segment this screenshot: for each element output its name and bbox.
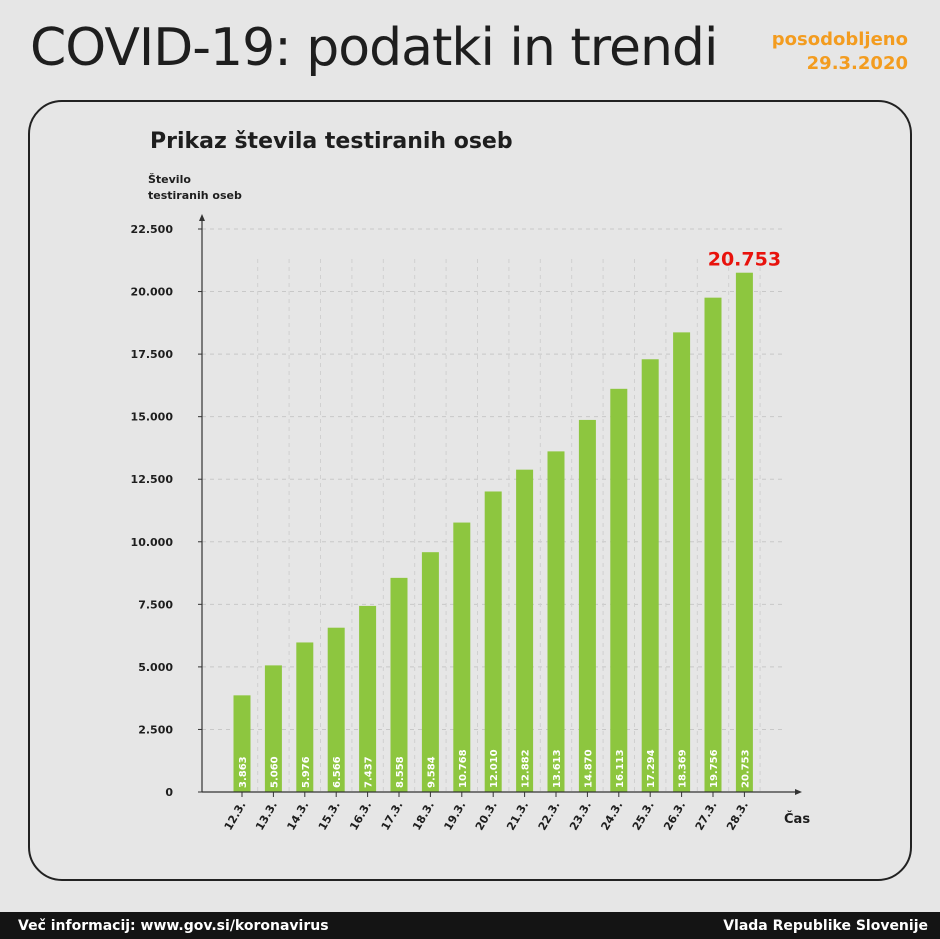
x-tick-label: 12.3. (222, 799, 249, 833)
bar (641, 359, 659, 792)
footer-org: Vlada Republike Slovenije (723, 918, 928, 934)
y-tick-label: 2.500 (138, 723, 173, 736)
x-tick-label: 24.3. (598, 799, 625, 833)
bar-value-label: 20.753 (740, 749, 751, 788)
bar-value-label: 17.294 (646, 749, 657, 788)
bar-value-label: 7.437 (364, 756, 375, 788)
x-tick-label: 23.3. (567, 799, 594, 833)
x-tick-label: 17.3. (379, 799, 406, 833)
bar (296, 642, 314, 792)
bar-value-label: 5.060 (269, 756, 280, 788)
bar-value-label: 8.558 (395, 756, 406, 788)
bar (704, 297, 722, 792)
bar (735, 272, 753, 792)
x-tick-label: 27.3. (693, 799, 720, 833)
x-tick-label: 28.3. (724, 799, 751, 833)
bar (578, 419, 596, 792)
x-tick-label: 18.3. (410, 799, 437, 833)
x-tick-label: 14.3. (284, 799, 311, 833)
x-tick-label: 22.3. (536, 799, 563, 833)
bar-value-label: 18.369 (678, 749, 689, 788)
bar (484, 491, 502, 792)
bar (453, 522, 471, 792)
y-tick-label: 0 (165, 786, 173, 799)
bar-value-label: 3.863 (238, 756, 249, 788)
footer: Več informacij: www.gov.si/koronavirus V… (0, 912, 940, 939)
y-axis-arrow-icon (199, 214, 205, 221)
bar (610, 388, 628, 792)
bar-value-label: 6.566 (332, 756, 343, 788)
y-tick-label: 20.000 (131, 286, 174, 299)
bar-value-label: 5.976 (301, 756, 312, 788)
bar-value-label: 14.870 (583, 749, 594, 788)
chart-panel (28, 100, 912, 881)
y-tick-label: 22.500 (131, 223, 174, 236)
x-tick-label: 19.3. (441, 799, 468, 833)
bar-value-label: 19.756 (709, 749, 720, 788)
y-axis-label-line1: Število (148, 173, 191, 186)
y-axis-label-line2: testiranih oseb (148, 189, 242, 202)
x-axis-arrow-icon (795, 789, 802, 795)
y-tick-label: 7.500 (138, 598, 173, 611)
y-tick-label: 10.000 (131, 536, 174, 549)
bar (359, 605, 377, 792)
updated-info: posodobljeno 29.3.2020 (772, 28, 908, 76)
x-tick-label: 26.3. (661, 799, 688, 833)
x-axis-label: Čas (784, 811, 810, 827)
bar (673, 332, 691, 792)
bar-value-label: 10.768 (458, 749, 469, 788)
y-tick-label: 5.000 (138, 661, 173, 674)
bar-value-label: 9.584 (426, 756, 437, 788)
x-tick-label: 16.3. (347, 799, 374, 833)
bar (264, 665, 282, 792)
bar (421, 552, 439, 792)
chart-title: Prikaz števila testiranih oseb (150, 129, 513, 154)
bar-value-label: 12.010 (489, 749, 500, 788)
bar (390, 577, 408, 792)
updated-date: 29.3.2020 (806, 53, 908, 74)
page-title: COVID-19: podatki in trendi (30, 18, 718, 78)
bar (516, 469, 534, 792)
bar (547, 451, 565, 792)
bar-value-label: 12.882 (521, 749, 532, 788)
y-tick-label: 17.500 (131, 348, 174, 361)
footer-info-link[interactable]: Več informacij: www.gov.si/koronavirus (18, 918, 329, 934)
updated-label: posodobljeno (771, 29, 908, 50)
bar (233, 695, 251, 792)
x-tick-label: 25.3. (630, 799, 657, 833)
x-tick-label: 21.3. (504, 799, 531, 833)
highlight-annotation: 20.753 (708, 249, 781, 271)
bar (327, 627, 345, 792)
bar-value-label: 16.113 (615, 749, 626, 788)
y-tick-label: 12.500 (131, 473, 174, 486)
x-tick-label: 20.3. (473, 799, 500, 833)
x-tick-label: 13.3. (253, 799, 280, 833)
y-tick-label: 15.000 (131, 411, 174, 424)
x-tick-label: 15.3. (316, 799, 343, 833)
bar-value-label: 13.613 (552, 749, 563, 788)
